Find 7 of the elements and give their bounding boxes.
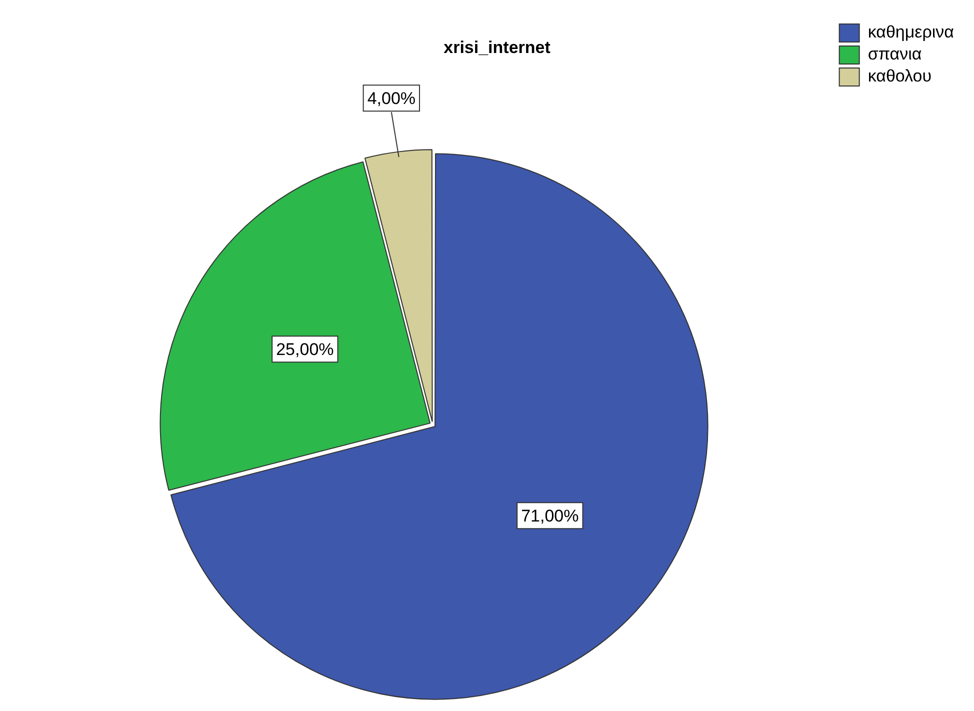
data-label: 71,00% (521, 506, 579, 526)
legend-label: σπανια (868, 44, 922, 64)
legend-label: καθολου (868, 66, 932, 86)
data-label: 4,00% (367, 88, 416, 108)
legend-label: καθημερινα (868, 22, 954, 42)
text: xrisi_internet (444, 38, 551, 57)
data-label: 25,00% (276, 340, 334, 359)
